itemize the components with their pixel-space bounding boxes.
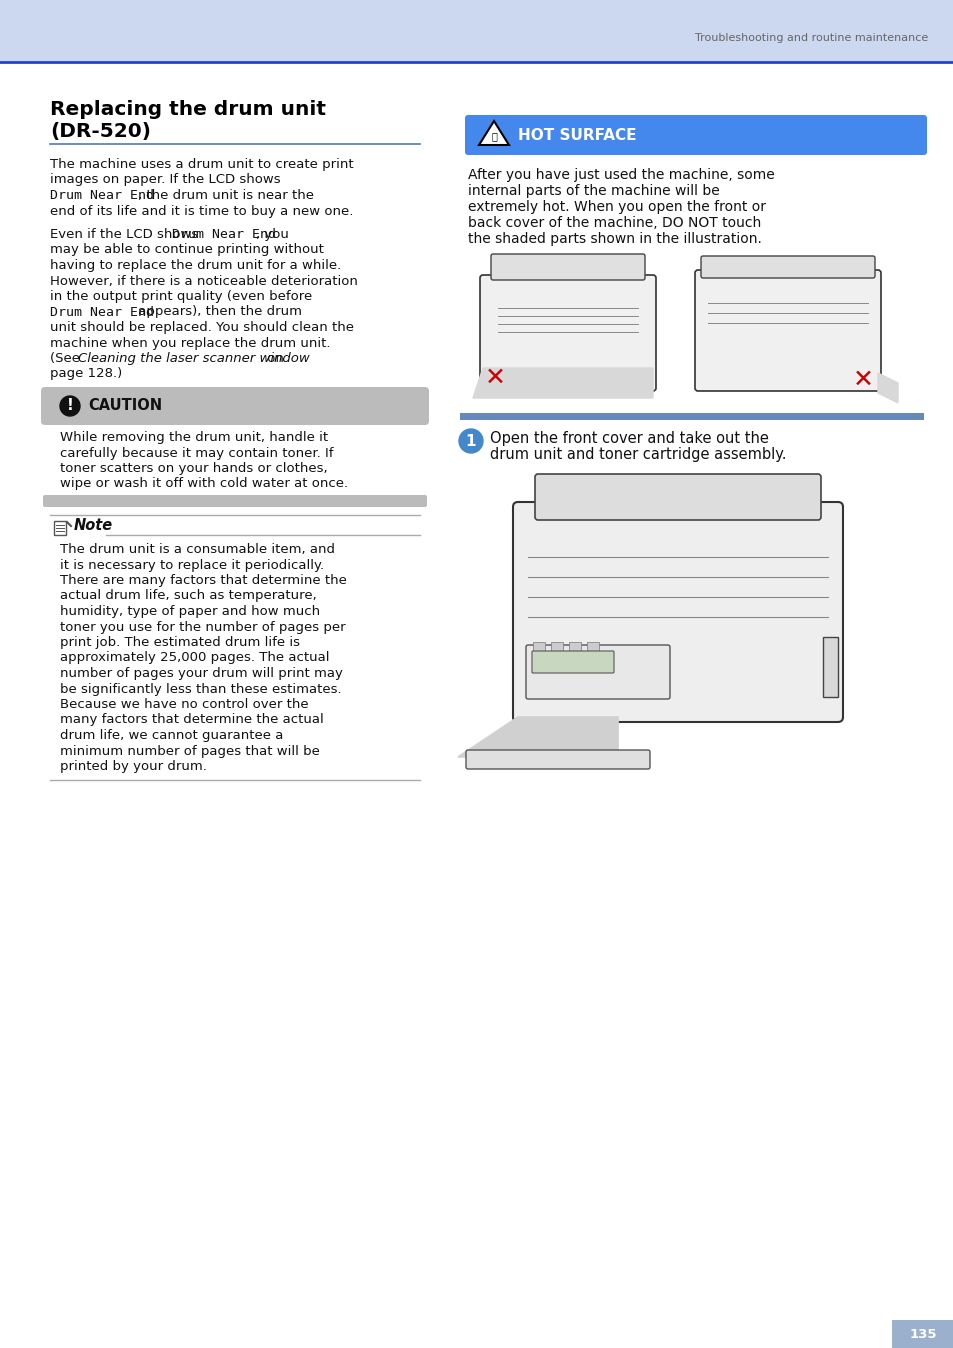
Text: appears), then the drum: appears), then the drum [133,306,302,318]
Circle shape [60,396,80,417]
Text: 1: 1 [465,434,476,449]
Text: printed by your drum.: printed by your drum. [60,760,207,772]
Text: on: on [263,352,284,365]
Bar [891,1320,953,1348]
FancyBboxPatch shape [700,256,874,278]
Text: toner you use for the number of pages per: toner you use for the number of pages pe… [60,620,345,634]
Polygon shape [877,373,897,403]
FancyBboxPatch shape [695,270,880,391]
Bar [533,642,544,652]
Bar [533,656,544,667]
FancyBboxPatch shape [464,115,926,155]
Polygon shape [457,717,618,758]
FancyBboxPatch shape [532,651,614,673]
Text: it is necessary to replace it periodically.: it is necessary to replace it periodical… [60,558,324,572]
Text: Note: Note [74,519,113,534]
Text: having to replace the drum unit for a while.: having to replace the drum unit for a wh… [50,259,341,272]
FancyBboxPatch shape [465,749,649,768]
Text: toner scatters on your hands or clothes,: toner scatters on your hands or clothes, [60,462,327,474]
Polygon shape [473,368,652,398]
Text: drum unit and toner cartridge assembly.: drum unit and toner cartridge assembly. [490,448,785,462]
Polygon shape [478,121,509,146]
Bar [551,656,562,667]
Text: Because we have no control over the: Because we have no control over the [60,698,309,710]
Text: end of its life and it is time to buy a new one.: end of its life and it is time to buy a … [50,205,353,217]
Text: ✕: ✕ [484,367,505,390]
Text: , the drum unit is near the: , the drum unit is near the [138,189,314,202]
Text: print job. The estimated drum life is: print job. The estimated drum life is [60,636,299,648]
Text: ✕: ✕ [852,368,873,392]
Text: Drum Near End: Drum Near End [50,189,153,202]
Text: internal parts of the machine will be: internal parts of the machine will be [468,183,719,198]
Text: actual drum life, such as temperature,: actual drum life, such as temperature, [60,589,316,603]
Bar [551,642,562,652]
Text: (See: (See [50,352,84,365]
Bar [459,412,923,421]
Bar [568,656,580,667]
Text: , you: , you [255,228,289,241]
Text: may be able to continue printing without: may be able to continue printing without [50,244,323,256]
Text: !: ! [67,399,73,414]
FancyBboxPatch shape [479,275,656,391]
Text: be significantly less than these estimates.: be significantly less than these estimat… [60,682,341,696]
FancyBboxPatch shape [491,253,644,280]
Circle shape [458,429,482,453]
Bar [822,638,837,697]
Text: minimum number of pages that will be: minimum number of pages that will be [60,744,319,758]
Text: machine when you replace the drum unit.: machine when you replace the drum unit. [50,337,330,349]
Text: Drum Near End: Drum Near End [50,306,153,318]
Text: There are many factors that determine the: There are many factors that determine th… [60,574,347,586]
Bar [568,642,580,652]
Text: number of pages your drum will print may: number of pages your drum will print may [60,667,342,679]
Text: many factors that determine the actual: many factors that determine the actual [60,713,323,727]
Text: carefully because it may contain toner. If: carefully because it may contain toner. … [60,446,334,460]
Text: (DR-520): (DR-520) [50,123,151,142]
Text: Replacing the drum unit: Replacing the drum unit [50,100,326,119]
Text: CAUTION: CAUTION [88,399,162,414]
Text: HOT SURFACE: HOT SURFACE [517,128,636,143]
Text: drum life, we cannot guarantee a: drum life, we cannot guarantee a [60,729,283,741]
Text: unit should be replaced. You should clean the: unit should be replaced. You should clea… [50,321,354,334]
Text: Troubleshooting and routine maintenance: Troubleshooting and routine maintenance [694,32,927,43]
Text: wipe or wash it off with cold water at once.: wipe or wash it off with cold water at o… [60,477,348,491]
Text: While removing the drum unit, handle it: While removing the drum unit, handle it [60,431,328,443]
Text: The drum unit is a consumable item, and: The drum unit is a consumable item, and [60,543,335,555]
Text: Drum Near End: Drum Near End [172,228,275,241]
Text: approximately 25,000 pages. The actual: approximately 25,000 pages. The actual [60,651,329,665]
Text: extremely hot. When you open the front or: extremely hot. When you open the front o… [468,200,765,214]
FancyBboxPatch shape [43,495,427,507]
Text: images on paper. If the LCD shows: images on paper. If the LCD shows [50,174,280,186]
FancyBboxPatch shape [513,501,842,723]
FancyBboxPatch shape [535,474,821,520]
Text: 🔥: 🔥 [491,131,497,142]
Text: page 128.): page 128.) [50,368,122,380]
Text: Even if the LCD shows: Even if the LCD shows [50,228,202,241]
Text: The machine uses a drum unit to create print: The machine uses a drum unit to create p… [50,158,354,171]
FancyBboxPatch shape [525,644,669,700]
Text: humidity, type of paper and how much: humidity, type of paper and how much [60,605,320,617]
Text: 135: 135 [908,1328,936,1340]
Text: However, if there is a noticeable deterioration: However, if there is a noticeable deteri… [50,275,357,287]
Text: Open the front cover and take out the: Open the front cover and take out the [490,431,768,446]
FancyBboxPatch shape [41,387,429,425]
Bar [586,656,598,667]
Bar [54,520,66,535]
Bar [586,642,598,652]
Text: Cleaning the laser scanner window: Cleaning the laser scanner window [78,352,310,365]
Text: back cover of the machine, DO NOT touch: back cover of the machine, DO NOT touch [468,216,760,231]
Bar [0,0,953,62]
Text: in the output print quality (even before: in the output print quality (even before [50,290,312,303]
Text: After you have just used the machine, some: After you have just used the machine, so… [468,168,774,182]
Text: the shaded parts shown in the illustration.: the shaded parts shown in the illustrati… [468,232,761,245]
